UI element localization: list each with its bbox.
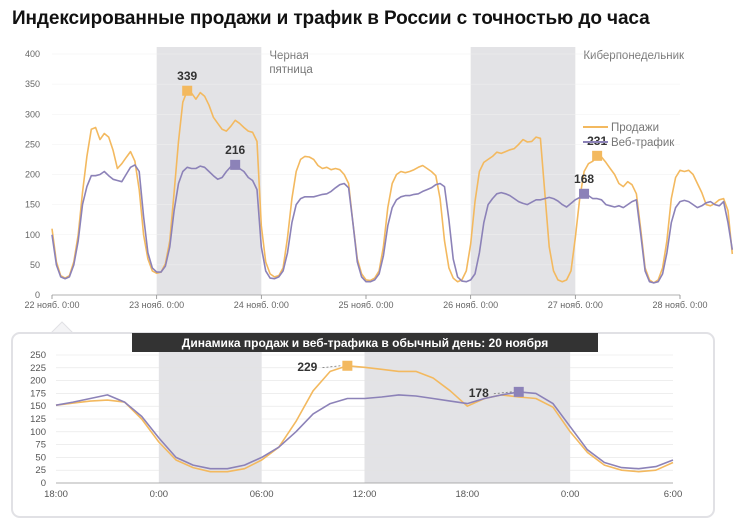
callout-label: 229 bbox=[297, 360, 317, 374]
inset-title-bar: Динамика продаж и веб-трафика в обычный … bbox=[132, 333, 598, 352]
inset-title: Динамика продаж и веб-трафика в обычный … bbox=[182, 336, 548, 350]
x-tick-label: 06:00 bbox=[250, 489, 274, 500]
inset-title-bg bbox=[132, 333, 598, 352]
x-tick-label: 26 нояб. 0:00 bbox=[443, 300, 498, 310]
x-tick-label: 12:00 bbox=[353, 489, 377, 500]
y-tick-label: 100 bbox=[30, 427, 46, 438]
callout-label: 339 bbox=[177, 69, 197, 83]
x-tick-label: 27 нояб. 0:00 bbox=[548, 300, 603, 310]
x-tick-label: 6:00 bbox=[664, 489, 683, 500]
callout-label: 168 bbox=[574, 172, 594, 186]
shaded-zone bbox=[158, 352, 262, 483]
y-tick-label: 50 bbox=[30, 260, 40, 270]
y-tick-label: 50 bbox=[35, 452, 46, 463]
y-tick-label: 25 bbox=[35, 465, 46, 476]
series-line-sales bbox=[55, 365, 674, 473]
legend-label: Продажи bbox=[611, 122, 659, 134]
y-tick-label: 350 bbox=[25, 79, 40, 89]
x-tick-label: 18:00 bbox=[455, 489, 479, 500]
callout-marker bbox=[182, 85, 193, 96]
shaded-zone bbox=[364, 352, 571, 483]
callout-marker bbox=[230, 159, 241, 170]
x-tick-label: 0:00 bbox=[561, 489, 580, 500]
zone-label: Киберпонедельник bbox=[583, 50, 685, 62]
page-title: Индексированные продажи и трафик в Росси… bbox=[12, 8, 650, 29]
y-tick-label: 150 bbox=[25, 200, 40, 210]
callout-marker bbox=[513, 386, 524, 397]
y-tick-label: 175 bbox=[30, 388, 46, 399]
x-tick-label: 25 нояб. 0:00 bbox=[338, 300, 393, 310]
y-tick-label: 100 bbox=[25, 230, 40, 240]
zone-label: Черная bbox=[269, 50, 308, 62]
x-tick-label: 18:00 bbox=[44, 489, 68, 500]
callout-marker bbox=[592, 150, 603, 161]
y-tick-label: 400 bbox=[25, 49, 40, 59]
y-tick-label: 200 bbox=[30, 376, 46, 387]
y-tick-label: 200 bbox=[25, 170, 40, 180]
y-tick-label: 300 bbox=[25, 109, 40, 119]
callout-marker bbox=[579, 188, 590, 199]
callout-marker bbox=[342, 360, 353, 371]
callout-leader bbox=[492, 391, 512, 395]
inset-pointer-joint bbox=[48, 336, 76, 340]
series-line-traffic bbox=[51, 164, 734, 284]
y-tick-label: 125 bbox=[30, 414, 46, 425]
x-tick-label: 23 нояб. 0:00 bbox=[129, 300, 184, 310]
y-tick-label: 75 bbox=[35, 440, 46, 451]
y-tick-label: 250 bbox=[30, 350, 46, 361]
x-tick-label: 28 нояб. 0:00 bbox=[652, 300, 707, 310]
y-tick-label: 250 bbox=[25, 139, 40, 149]
legend-label: Веб-трафик bbox=[611, 137, 675, 149]
zone-label: пятница bbox=[269, 64, 313, 76]
callout-label: 216 bbox=[225, 143, 245, 157]
y-tick-label: 0 bbox=[35, 290, 40, 300]
y-tick-label: 0 bbox=[41, 478, 46, 489]
x-tick-label: 22 нояб. 0:00 bbox=[24, 300, 79, 310]
series-line-traffic bbox=[55, 391, 674, 470]
callout-leader bbox=[321, 365, 341, 369]
shaded-zone bbox=[470, 47, 576, 295]
y-tick-label: 150 bbox=[30, 401, 46, 412]
x-tick-label: 24 нояб. 0:00 bbox=[234, 300, 289, 310]
y-tick-label: 225 bbox=[30, 363, 46, 374]
x-tick-label: 0:00 bbox=[150, 489, 169, 500]
callout-label: 231 bbox=[587, 134, 607, 148]
callout-label: 178 bbox=[469, 386, 489, 400]
